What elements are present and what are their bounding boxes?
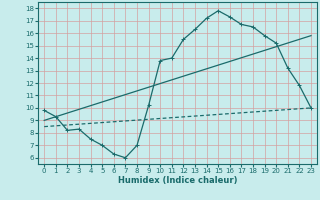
X-axis label: Humidex (Indice chaleur): Humidex (Indice chaleur) (118, 176, 237, 185)
